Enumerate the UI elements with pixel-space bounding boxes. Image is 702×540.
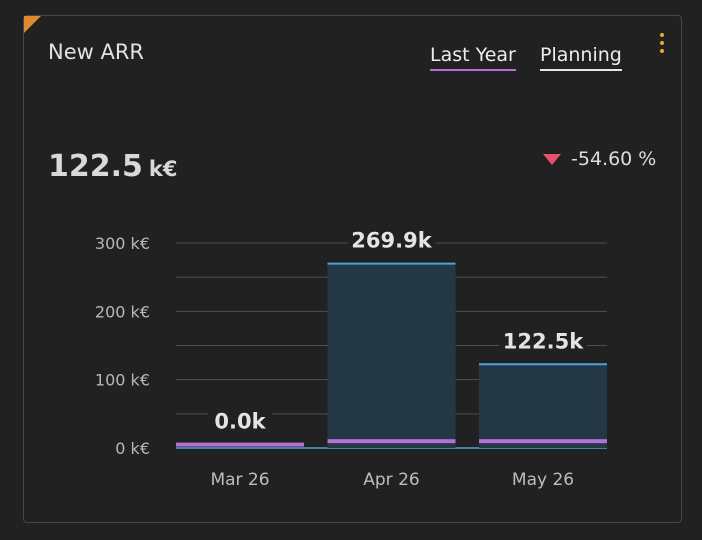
y-tick-label: 200 k€ xyxy=(95,302,150,321)
tab-last-year[interactable]: Last Year xyxy=(430,44,516,71)
last-year-marker xyxy=(479,439,607,444)
more-options-icon[interactable] xyxy=(658,33,666,57)
bar xyxy=(327,263,456,448)
kpi-value: 122.5 k€ xyxy=(48,149,177,184)
value-label: 269.9k xyxy=(351,229,432,253)
last-year-marker xyxy=(176,442,304,447)
triangle-down-icon xyxy=(543,153,561,165)
value-label: 0.0k xyxy=(214,410,266,434)
corner-marker xyxy=(24,16,41,33)
value-label-bg xyxy=(499,325,587,356)
delta-indicator: -54.60 % xyxy=(543,148,656,170)
value-label: 122.5k xyxy=(503,329,584,353)
last-year-marker xyxy=(327,439,456,444)
x-tick-label: May 26 xyxy=(512,470,574,490)
y-tick-label: 300 k€ xyxy=(95,234,150,253)
x-tick-label: Mar 26 xyxy=(210,470,269,490)
bar xyxy=(479,364,607,448)
y-tick-label: 0 k€ xyxy=(115,439,150,458)
x-tick-label: Apr 26 xyxy=(363,470,419,490)
y-tick-label: 100 k€ xyxy=(95,371,150,390)
value-label-bg xyxy=(347,224,436,255)
kpi-number: 122.5 xyxy=(48,149,143,184)
card-title: New ARR xyxy=(48,40,145,64)
kpi-unit: k€ xyxy=(148,157,178,181)
tab-planning[interactable]: Planning xyxy=(540,44,622,71)
delta-value: -54.60 % xyxy=(571,148,657,170)
value-label-bg xyxy=(208,405,272,436)
